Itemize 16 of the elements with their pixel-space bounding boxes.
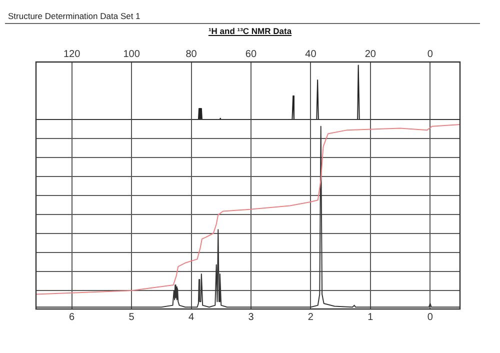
x-tick-label: 1 <box>368 312 374 323</box>
x-tick-label: 6 <box>69 312 76 323</box>
x-tick-label: 20 <box>364 48 376 60</box>
x-tick-label: 5 <box>128 312 135 323</box>
x-tick-label: 120 <box>63 48 81 60</box>
x-tick-label: 4 <box>188 312 194 323</box>
x-tick-label: 60 <box>245 48 257 60</box>
x-tick-label: 3 <box>248 312 254 323</box>
x-tick-label: 80 <box>186 48 198 60</box>
x-tick-label: 100 <box>123 48 140 60</box>
x-tick-label: 0 <box>427 312 434 323</box>
x-tick-label: 0 <box>427 48 434 60</box>
x-tick-label: 40 <box>305 48 317 60</box>
text: Structure Determination Data Set 1 <box>8 11 140 21</box>
chart-title: ¹H and ¹³C NMR Data <box>207 26 293 36</box>
x-tick-label: 2 <box>308 312 314 323</box>
